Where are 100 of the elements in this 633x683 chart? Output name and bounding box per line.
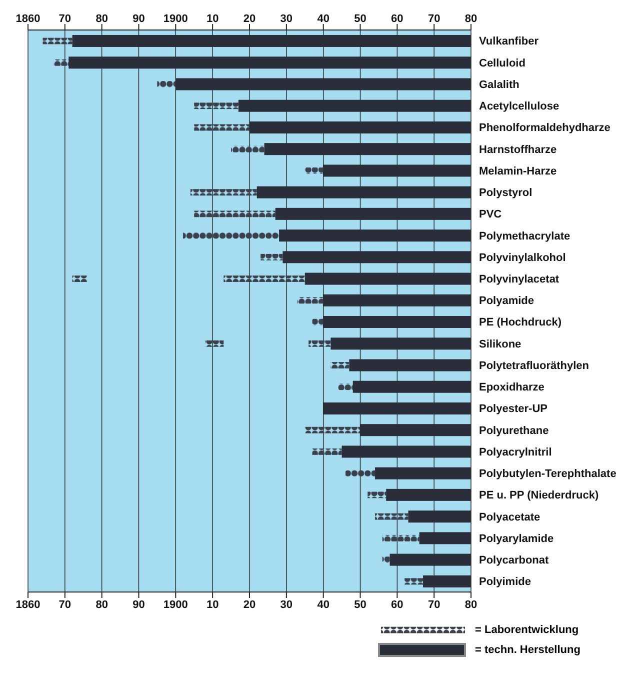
bar [297, 297, 324, 304]
y-tick-label: Silikone [479, 338, 522, 350]
y-tick-label: PE (Hochdruck) [479, 316, 562, 329]
text: = Laborentwicklung [475, 624, 580, 636]
bar [323, 402, 471, 414]
bar [304, 426, 360, 434]
x2-tick-label: 80 [96, 13, 108, 25]
bar [183, 232, 280, 239]
bar [368, 492, 386, 498]
y-tick-label: Polyurethane [479, 424, 549, 437]
bar [42, 38, 72, 44]
x-tick-label: 80 [96, 598, 108, 611]
y-tick-label: Polymethacrylate [479, 230, 570, 242]
y-tick-label: Vulkanfiber [479, 36, 540, 48]
bar [386, 488, 471, 501]
x2-tick-label: 90 [132, 13, 145, 25]
x-tick-label: 60 [391, 598, 404, 611]
y-tick-label: Phenolformaldehydharze [479, 122, 610, 134]
bar [72, 35, 471, 47]
bar [360, 424, 471, 436]
x2-tick-label: 80 [464, 13, 478, 25]
bar [382, 534, 420, 542]
bar [375, 467, 471, 480]
bar [194, 210, 276, 218]
y-tick-label: Polystyrol [479, 187, 532, 200]
y-tick-label: Polyester-UP [479, 403, 548, 416]
bar [72, 276, 88, 282]
bar [419, 532, 471, 544]
y-tick-label: PVC [479, 208, 502, 221]
x-tick-label: 40 [317, 598, 330, 611]
bar [194, 124, 250, 131]
bar [157, 81, 176, 88]
bar [279, 230, 471, 242]
bar [54, 59, 69, 66]
y-tick-label: Polybutylen-Terephthalate [479, 468, 616, 480]
bar [323, 164, 471, 177]
x2-tick-label: 30 [280, 13, 293, 25]
text: = techn. Herstellung [475, 644, 582, 656]
y-tick-label: Galalith [479, 78, 520, 91]
x-tick-label: 20 [243, 598, 256, 611]
bar [308, 340, 331, 347]
y-tick-label: Polyacrylnitril [479, 446, 552, 458]
y-tick-label: Polyarylamide [479, 532, 554, 545]
bar [382, 556, 390, 563]
bar [312, 318, 324, 326]
x-tick-label: 1860 [16, 598, 40, 611]
x-tick-label: 10 [206, 598, 219, 611]
y-tick-label: Polyamide [479, 295, 534, 308]
x-tick-label: 30 [280, 598, 293, 611]
bar [238, 100, 471, 112]
bar [330, 362, 350, 368]
bar [404, 578, 424, 585]
bar [338, 384, 353, 390]
y-tick-label: Melamin-Harze [479, 165, 557, 178]
y-tick-label: Harnstoffharze [479, 144, 557, 156]
bar [312, 448, 342, 455]
y-tick-label: Acetylcellulose [479, 100, 560, 113]
x2-tick-label: 70 [428, 13, 440, 25]
x-tick-label: 1900 [163, 598, 188, 611]
bar [375, 513, 408, 520]
y-tick-label: Polytetrafluoräthylen [479, 360, 590, 372]
bar [264, 143, 471, 156]
bar [190, 189, 257, 196]
y-tick-label: Epoxidharze [479, 382, 544, 394]
bar [352, 380, 471, 393]
x2-tick-label: 10 [206, 13, 219, 25]
bar [68, 56, 471, 69]
y-tick-label: Celluloid [479, 57, 526, 70]
y-tick-label: Polyvinylalkohol [479, 252, 566, 264]
x-tick-label: 70 [58, 598, 72, 611]
bar [224, 276, 305, 282]
bar [275, 208, 471, 220]
bar [349, 359, 471, 372]
x2-tick-label: 40 [317, 13, 330, 25]
bar [323, 294, 471, 306]
bar [323, 316, 471, 328]
bar [330, 338, 471, 350]
bar [345, 470, 376, 477]
x2-tick-label: 1900 [163, 13, 188, 25]
bar [250, 121, 471, 134]
bar [194, 102, 238, 110]
bar [390, 554, 471, 566]
x2-tick-label: 50 [354, 13, 366, 25]
bar [282, 251, 471, 264]
y-tick-label: Polyacetate [479, 511, 540, 524]
y-tick-label: PE u. PP (Niederdruck) [479, 490, 599, 502]
bar [231, 146, 264, 152]
bar [342, 446, 471, 458]
bar [176, 78, 471, 90]
bar [205, 340, 224, 347]
bar [423, 575, 471, 588]
x2-tick-label: 1860 [16, 13, 40, 25]
bar [256, 186, 471, 198]
bar [260, 254, 283, 260]
x2-tick-label: 60 [391, 13, 404, 25]
x-tick-label: 50 [354, 598, 366, 611]
bar [408, 510, 471, 523]
x-tick-label: 80 [464, 598, 478, 611]
x2-tick-label: 20 [243, 13, 256, 25]
x-tick-label: 90 [132, 598, 145, 611]
